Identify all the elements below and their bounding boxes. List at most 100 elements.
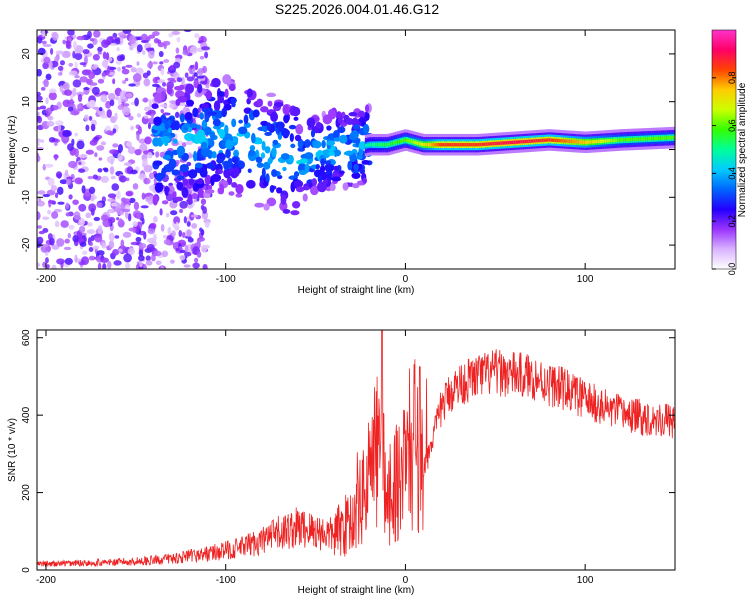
- spectrogram-noise-blob: [112, 32, 118, 38]
- spectrogram-ridge-blob: [183, 122, 191, 128]
- spectrogram-noise-blob: [51, 244, 60, 250]
- spectrogram-ridge-blob: [171, 169, 181, 176]
- snr-ytick-label: 200: [21, 484, 32, 501]
- spectrogram-noise-blob: [169, 100, 178, 104]
- spectrogram-noise-blob: [150, 113, 155, 118]
- spectrogram-noise-blob: [123, 253, 132, 263]
- spectrogram-noise-blob: [74, 132, 79, 137]
- spectrogram-noise-blob: [186, 161, 192, 167]
- figure-title: S225.2026.004.01.46.G12: [275, 1, 439, 17]
- spectrogram-noise-blob: [189, 46, 198, 54]
- spectrogram-noise-blob: [100, 141, 107, 146]
- spectrogram-ridge-band: [580, 140, 584, 144]
- spectrogram-noise-blob: [140, 40, 149, 44]
- spectrogram-ridge-blob: [297, 138, 304, 149]
- spectrogram-noise-blob: [186, 221, 191, 227]
- spectrogram-ridge-blob: [164, 185, 169, 196]
- spectrogram-ridge-band: [395, 140, 399, 145]
- spectrogram-ridge-blob: [264, 131, 272, 137]
- spectrogram-noise-blob: [112, 248, 120, 256]
- spectrogram-ridge-blob: [199, 168, 208, 178]
- spectrogram-noise-blob: [37, 200, 45, 207]
- spectrogram-noise-blob: [55, 120, 64, 126]
- spectrogram-ridge-blob: [341, 111, 346, 117]
- spectrogram-noise-blob: [157, 79, 166, 84]
- spectrogram-ridge-blob: [328, 109, 337, 120]
- spectrogram-ridge-band: [602, 139, 606, 143]
- spectrogram-noise-blob: [168, 182, 174, 187]
- spectrogram-noise-blob: [119, 175, 127, 183]
- spectrogram-noise-blob: [151, 61, 158, 65]
- spectrogram-noise-blob: [174, 111, 180, 119]
- spectrogram-ridge-blob: [267, 100, 273, 107]
- spectrogram-noise-blob: [162, 112, 171, 116]
- spectrogram-noise-blob: [92, 245, 100, 250]
- spectrogram-ridge-blob: [338, 170, 345, 175]
- spectrogram-ridge-band: [492, 141, 496, 146]
- spectrogram-noise-blob: [200, 198, 207, 205]
- snr-ytick-label: 600: [21, 329, 32, 346]
- spectrogram-ridge-blob: [246, 88, 253, 98]
- spectrogram-ridge-blob: [328, 151, 336, 156]
- spectrogram-ridge-blob: [261, 167, 266, 179]
- spectrogram-ridge-band: [599, 139, 603, 143]
- spectrogram-noise-blob: [53, 208, 63, 213]
- spectrogram-noise-blob: [137, 125, 142, 135]
- spectrogram-noise-blob: [107, 260, 112, 269]
- spectrogram-ridge-blob: [188, 178, 195, 186]
- snr-xlabel: Height of straight line (km): [298, 585, 415, 596]
- spectrogram-ridge-band: [643, 137, 647, 141]
- spectrogram-xtick-label: -100: [216, 274, 236, 285]
- spectrogram-noise-blob: [135, 213, 142, 219]
- spectrogram-ridge-band: [653, 136, 657, 141]
- spectrogram-ridge-band: [392, 141, 396, 145]
- spectrogram-noise-blob: [149, 222, 157, 229]
- spectrogram-ridge-blob: [267, 157, 273, 165]
- spectrogram-noise-blob: [175, 247, 180, 252]
- spectrogram-noise-blob: [102, 51, 107, 60]
- spectrogram-ridge-band: [479, 142, 483, 147]
- spectrogram-noise-blob: [108, 71, 116, 76]
- spectrogram-noise-blob: [128, 115, 134, 121]
- spectrogram-ridge-blob: [263, 161, 271, 170]
- spectrogram-ridge-band: [640, 137, 644, 141]
- colorbar-gradient: [711, 29, 737, 270]
- spectrogram-noise-blob: [129, 197, 136, 204]
- spectrogram-ridge-blob: [153, 116, 162, 126]
- spectrogram-ridge-band: [453, 143, 457, 147]
- spectrogram-noise-blob: [179, 255, 186, 261]
- spectrogram-ridge-blob: [213, 100, 221, 112]
- spectrogram-noise-blob: [109, 149, 118, 155]
- spectrogram-noise-blob: [62, 83, 69, 89]
- spectrogram-ridge-blob: [225, 148, 231, 159]
- spectrogram-ridge-blob: [206, 162, 216, 169]
- spectrogram-ridge-blob: [222, 74, 232, 85]
- spectrogram-noise-blob: [134, 97, 139, 107]
- spectrogram-xlabel: Height of straight line (km): [298, 285, 415, 296]
- spectrogram-ridge-blob: [304, 152, 314, 160]
- spectrogram-noise-blob: [107, 65, 111, 74]
- spectrogram-noise-blob: [196, 251, 202, 258]
- spectrogram-ridge-blob: [263, 203, 270, 211]
- spectrogram-noise-blob: [57, 65, 64, 71]
- spectrogram-noise-blob: [105, 52, 110, 61]
- spectrogram-noise-blob: [44, 257, 49, 264]
- spectrogram-ridge-blob: [315, 163, 320, 170]
- spectrogram-noise-blob: [194, 33, 200, 39]
- spectrogram-noise-blob: [85, 149, 95, 155]
- spectrogram-ridge-blob: [260, 106, 269, 113]
- spectrogram-ridge-band: [548, 138, 552, 142]
- spectrogram-ridge-band: [632, 137, 636, 142]
- spectrogram-noise-blob: [74, 254, 78, 263]
- spectrogram-noise-blob: [136, 44, 143, 53]
- spectrogram-noise-blob: [124, 77, 129, 82]
- spectrogram-ridge-blob: [238, 126, 248, 135]
- spectrogram-noise-blob: [91, 86, 100, 95]
- spectrogram-noise-blob: [117, 98, 122, 106]
- spectrogram-noise-blob: [90, 197, 95, 202]
- spectrogram-ridge-band: [448, 143, 452, 147]
- spectrogram-ridge-blob: [245, 179, 256, 189]
- spectrogram-noise-blob: [106, 155, 115, 164]
- spectrogram-ridge-blob: [295, 186, 305, 193]
- spectrogram-noise-blob: [132, 221, 138, 227]
